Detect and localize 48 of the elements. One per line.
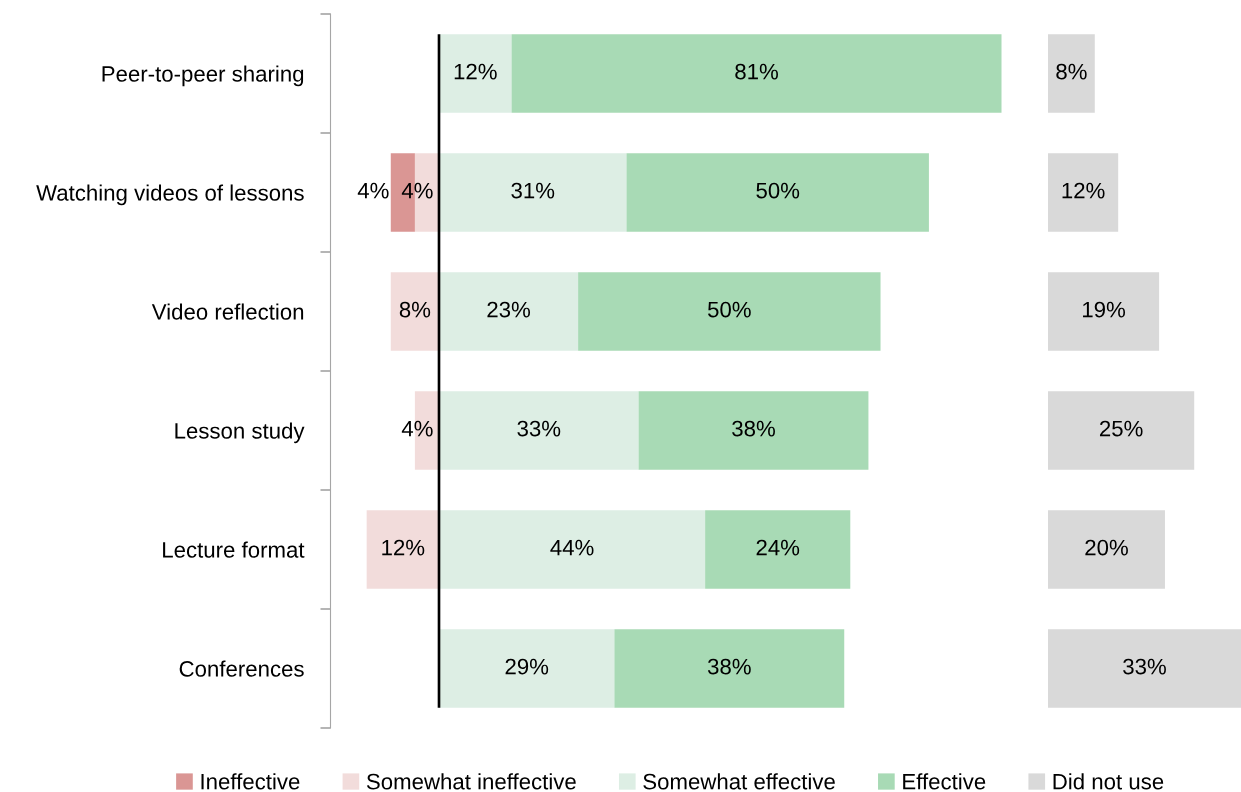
data-label: 23% <box>487 301 531 318</box>
data-label: 25% <box>1099 420 1143 437</box>
data-label: 29% <box>505 658 549 675</box>
data-label: 24% <box>756 539 800 556</box>
y-tick-label: Lesson study <box>175 422 305 444</box>
data-label: 20% <box>1085 539 1128 556</box>
legend-label: Somewhat ineffective <box>366 773 576 790</box>
y-tick-label: Lecture format <box>163 541 305 558</box>
data-label: 8% <box>1056 63 1087 80</box>
data-label: 33% <box>517 420 561 437</box>
data-label: 38% <box>707 658 751 675</box>
bar <box>511 34 1002 113</box>
bar <box>1048 34 1095 113</box>
data-label: 12% <box>454 63 497 80</box>
data-label: 50% <box>756 182 800 199</box>
data-label: 8% <box>399 301 431 318</box>
data-label: 4% <box>401 420 433 437</box>
y-tick-label: Video reflection <box>151 303 304 320</box>
bar <box>705 510 851 589</box>
bar <box>1048 391 1195 470</box>
bar <box>1048 153 1119 232</box>
data-label: 4% <box>401 182 433 199</box>
bar <box>614 629 845 708</box>
legend-label: Ineffective <box>201 773 300 790</box>
data-label: 81% <box>735 63 778 80</box>
bar <box>1048 629 1241 708</box>
bar <box>439 34 512 113</box>
data-label: 4% <box>357 182 389 199</box>
data-label: 50% <box>707 301 751 318</box>
legend-label: Effective <box>903 773 986 790</box>
data-label: 44% <box>550 539 594 556</box>
legend-label: Somewhat effective <box>643 773 835 790</box>
bar <box>638 391 869 470</box>
bar <box>439 629 615 708</box>
data-label: 38% <box>732 420 775 437</box>
bar <box>626 153 929 232</box>
bar <box>1048 510 1165 589</box>
data-label: 12% <box>382 539 425 556</box>
y-tick-label: Peer-to-peer sharing <box>102 65 304 87</box>
legend-label: Did not use <box>1053 773 1164 790</box>
bar <box>1048 272 1160 351</box>
data-label: 31% <box>511 182 555 199</box>
data-label: 12% <box>1062 182 1105 199</box>
bar <box>578 272 881 351</box>
y-tick-label: Watching videos of lessons <box>36 184 304 206</box>
y-tick-label: Conferences <box>179 660 304 677</box>
data-label: 19% <box>1083 301 1126 318</box>
data-label: 33% <box>1123 658 1166 675</box>
